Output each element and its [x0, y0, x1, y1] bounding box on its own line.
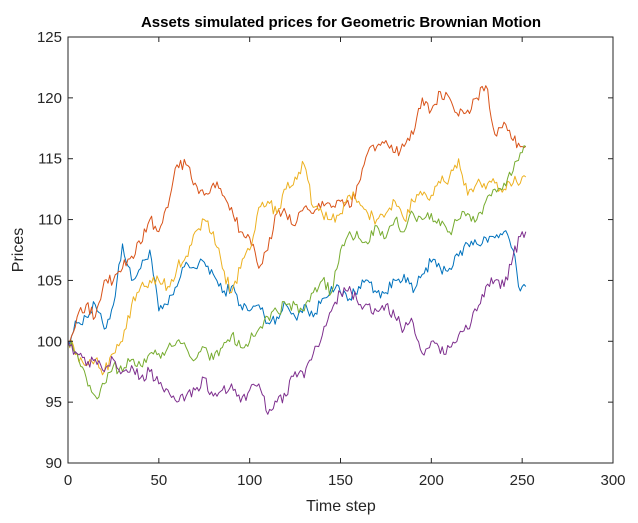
- y-axis-label: Prices: [10, 228, 27, 272]
- x-tick-label: 200: [419, 472, 444, 489]
- x-tick-label: 50: [150, 472, 167, 489]
- y-tick-label: 110: [38, 212, 62, 229]
- x-axis: 0 50 100 150 200 250 300: [64, 37, 626, 489]
- x-tick-label: 100: [237, 472, 262, 489]
- series-layer: [67, 85, 527, 415]
- x-tick-label: 250: [510, 472, 535, 489]
- x-tick-label: 150: [328, 472, 353, 489]
- y-tick-label: 105: [37, 272, 62, 289]
- y-tick-label: 100: [37, 333, 62, 350]
- y-tick-label: 90: [45, 455, 62, 472]
- x-tick-label: 0: [64, 472, 72, 489]
- y-tick-label: 115: [38, 151, 62, 168]
- chart-title: Assets simulated prices for Geometric Br…: [141, 14, 541, 31]
- series-line-2: [67, 85, 527, 342]
- x-tick-label: 300: [600, 472, 625, 489]
- series-line-3: [67, 158, 527, 376]
- series-line-1: [67, 230, 527, 345]
- series-line-4: [67, 145, 527, 400]
- y-tick-label: 95: [45, 394, 62, 411]
- y-tick-label: 125: [37, 29, 62, 46]
- x-axis-label: Time step: [306, 498, 376, 515]
- y-tick-label: 120: [37, 90, 62, 107]
- series-line-5: [67, 231, 527, 415]
- y-axis: 90 95 100 105 110 115 120 125: [37, 29, 613, 472]
